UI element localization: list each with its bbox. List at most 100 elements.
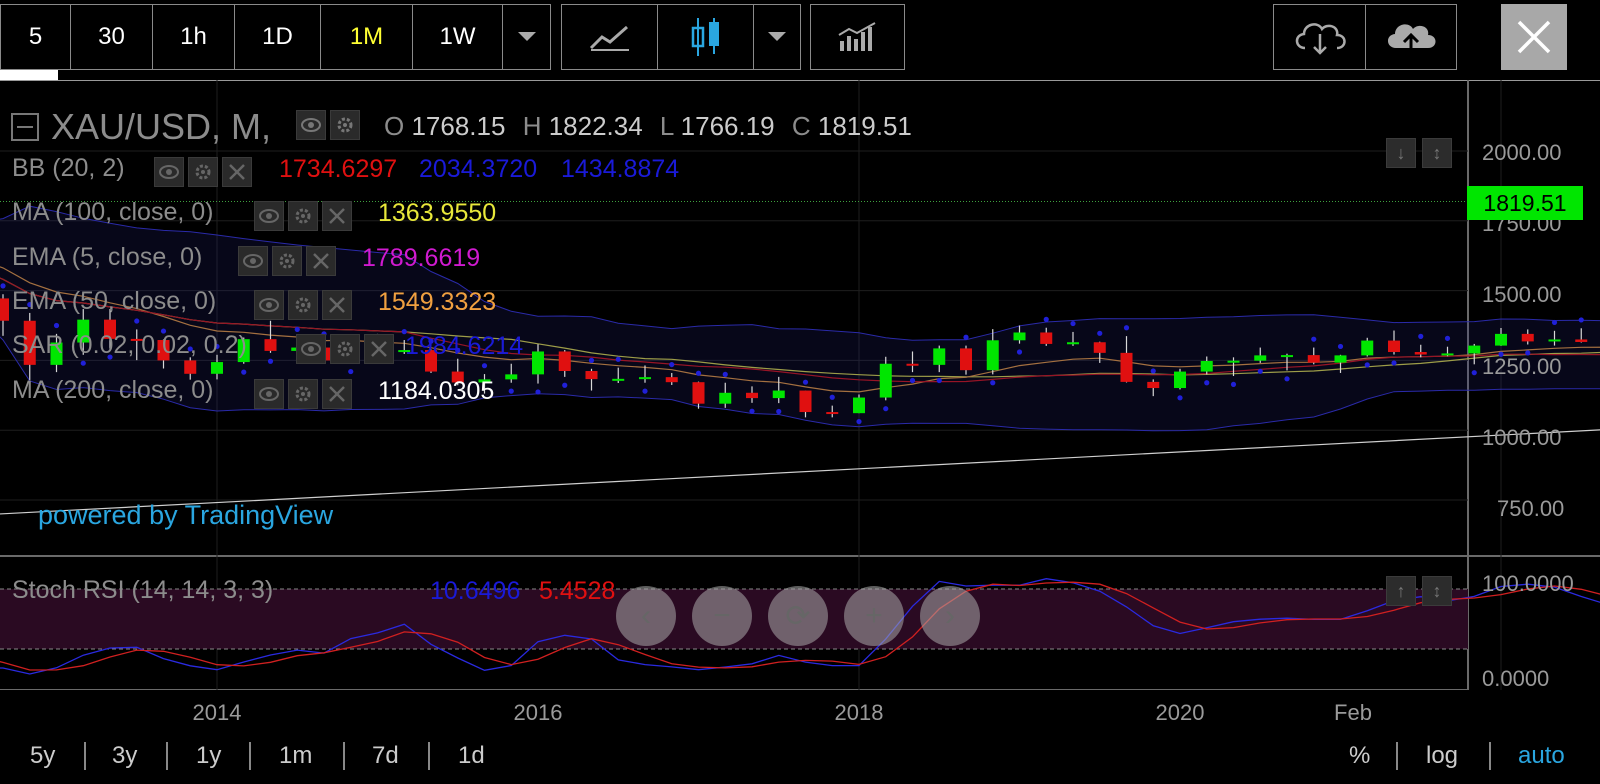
interval-1w-button[interactable]: 1W <box>413 5 503 69</box>
candle-body <box>1495 333 1507 346</box>
line-chart-icon <box>589 25 629 51</box>
interval-1d-button[interactable]: 1D <box>235 5 321 69</box>
indicator-label: MA (200, close, 0) <box>12 376 214 404</box>
gear-icon[interactable] <box>288 201 318 232</box>
bb-lower-value: 1434.8874 <box>561 155 680 183</box>
arrow-down-icon[interactable]: ↓ <box>1386 138 1416 168</box>
candle-body <box>719 392 732 404</box>
gear-icon[interactable] <box>330 110 360 141</box>
cloud-group <box>1273 4 1457 70</box>
expand-vertical-icon[interactable]: ↕ <box>1422 138 1452 168</box>
sar-dot <box>160 328 167 334</box>
watermark[interactable]: powered by TradingView <box>38 500 334 530</box>
auto-scale-button[interactable]: auto <box>1518 742 1565 769</box>
scroll-left-button[interactable]: ‹ <box>616 586 676 646</box>
sar-dot <box>535 389 541 395</box>
close-icon[interactable] <box>322 201 352 232</box>
divider <box>166 742 168 770</box>
sar-dot <box>1471 370 1477 376</box>
line-style-button[interactable] <box>562 5 658 69</box>
close-icon[interactable] <box>222 157 252 188</box>
candle-body <box>1334 355 1347 363</box>
indicator-label: MA (100, close, 0) <box>12 198 214 226</box>
symbol-controls <box>296 110 364 141</box>
range-1y-button[interactable]: 1y <box>196 742 222 769</box>
zoom-out-button[interactable]: − <box>692 586 752 646</box>
eye-icon[interactable] <box>296 334 326 365</box>
candle-body <box>1093 342 1106 353</box>
zoom-in-button[interactable]: + <box>844 586 904 646</box>
close-icon[interactable] <box>306 246 336 277</box>
candle-body <box>1067 342 1079 345</box>
oscillator-tick: 100.0000 <box>1482 571 1574 596</box>
indicator-control-group <box>254 201 356 232</box>
indicator-control-group <box>154 157 256 188</box>
eye-icon[interactable] <box>254 290 284 321</box>
sar-dot <box>695 370 702 376</box>
candle-body <box>1548 339 1561 342</box>
scroll-tab[interactable] <box>0 70 58 80</box>
chart-area[interactable]: XAU/USD, M, O 1768.15 H 1822.34 L 1766.1… <box>0 80 1600 691</box>
sar-dot <box>1150 368 1156 374</box>
load-layout-button[interactable] <box>1274 5 1366 69</box>
candle-body <box>1414 352 1427 355</box>
eye-icon[interactable] <box>254 379 284 410</box>
sar-dot <box>508 388 514 394</box>
percent-scale-button[interactable]: % <box>1349 742 1371 769</box>
expand-vertical-icon[interactable]: ↕ <box>1422 576 1452 606</box>
interval-dropdown-button[interactable] <box>503 5 550 69</box>
collapse-icon[interactable] <box>10 112 40 142</box>
gear-icon[interactable] <box>272 246 302 277</box>
log-scale-button[interactable]: log <box>1426 742 1459 769</box>
indicator-label: BB (20, 2) <box>12 154 125 182</box>
range-5y-button[interactable]: 5y <box>30 742 56 769</box>
price-tick: 750.00 <box>1497 496 1565 521</box>
candle-body <box>799 390 812 413</box>
range-7d-button[interactable]: 7d <box>372 742 399 769</box>
close-icon[interactable] <box>322 379 352 410</box>
range-1m-button[interactable]: 1m <box>279 742 313 769</box>
sar-dot <box>428 338 434 344</box>
gear-icon[interactable] <box>288 379 318 410</box>
gear-icon[interactable] <box>188 157 218 188</box>
interval-5-button[interactable]: 5 <box>1 5 71 69</box>
interval-1m-button[interactable]: 1M <box>321 5 413 69</box>
indicators-button[interactable] <box>811 5 904 69</box>
bb-upper-line <box>0 205 1600 341</box>
sar-dot <box>53 322 60 329</box>
sar-dot <box>562 382 568 388</box>
eye-icon[interactable] <box>254 201 284 232</box>
bottom-bar: 5y 3y 1y 1m 7d 1d % log auto <box>0 734 1600 784</box>
interval-1h-button[interactable]: 1h <box>153 5 235 69</box>
close-icon[interactable] <box>322 290 352 321</box>
candle-body <box>1521 333 1534 342</box>
high-value: 1822.34 <box>548 111 643 141</box>
range-1d-button[interactable]: 1d <box>458 742 485 769</box>
sar-dot <box>80 360 86 366</box>
eye-icon[interactable] <box>296 110 326 141</box>
close-icon[interactable] <box>364 334 394 365</box>
indicator-label: SAR (0.02, 0.02, 0.2) <box>12 331 247 359</box>
candle-body <box>104 319 116 339</box>
eye-icon[interactable] <box>154 157 184 188</box>
close-button[interactable] <box>1501 4 1567 70</box>
scroll-right-button[interactable]: › <box>920 586 980 646</box>
reset-button[interactable]: ⟳ <box>768 586 828 646</box>
candle-body <box>879 363 892 398</box>
candle-style-button[interactable] <box>658 5 754 69</box>
sar-dot <box>588 357 595 363</box>
gear-icon[interactable] <box>288 290 318 321</box>
eye-icon[interactable] <box>238 246 268 277</box>
ma200-line <box>0 429 1600 515</box>
candle-body <box>184 360 197 374</box>
arrow-up-icon[interactable]: ↑ <box>1386 576 1416 606</box>
price-chart[interactable] <box>0 80 1600 690</box>
gear-icon[interactable] <box>330 334 360 365</box>
low-value: 1766.19 <box>680 111 775 141</box>
candle-body <box>77 319 90 343</box>
oscillator-tick: 0.0000 <box>1482 666 1550 691</box>
range-3y-button[interactable]: 3y <box>112 742 138 769</box>
interval-30-button[interactable]: 30 <box>71 5 153 69</box>
style-dropdown-button[interactable] <box>754 5 800 69</box>
save-layout-button[interactable] <box>1366 5 1456 69</box>
